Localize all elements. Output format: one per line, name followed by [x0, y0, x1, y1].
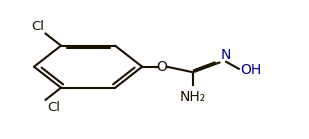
Text: Cl: Cl [31, 20, 44, 33]
Text: Cl: Cl [47, 100, 60, 114]
Text: N: N [221, 48, 231, 62]
Text: OH: OH [240, 63, 262, 77]
Text: NH₂: NH₂ [180, 90, 206, 104]
Text: O: O [156, 60, 167, 74]
